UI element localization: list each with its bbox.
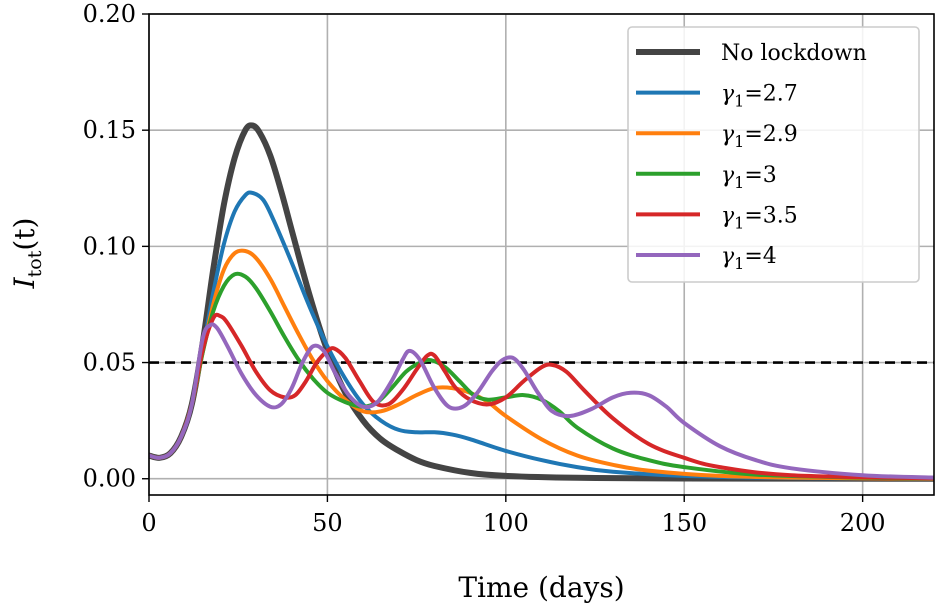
y-axis-title-sub: tot: [24, 250, 46, 277]
y-tick-label: 0.15: [83, 116, 136, 144]
series-line-gamma-3: [149, 271, 934, 481]
legend-label: γ1=3.5: [721, 203, 798, 232]
legend-label: γ1=2.9: [721, 122, 798, 151]
y-tick-label: 0.10: [83, 232, 136, 260]
y-axis-title-arg: (t): [8, 218, 41, 251]
axis-ticks: 0 50 100 150 200 0.00 0.05 0.10 0.15 0.20: [83, 0, 886, 537]
legend-label: γ1=4: [721, 244, 777, 273]
plot-frame: [148, 13, 935, 496]
legend-box: [627, 26, 920, 283]
svg-text:Itot(t): Itot(t): [8, 218, 46, 290]
legend-label: γ1=2.7: [721, 82, 798, 111]
y-tick-label: 0.00: [83, 465, 136, 493]
x-tick-label: 100: [483, 509, 529, 537]
legend: No lockdown γ1=2.7 γ1=2.9 γ1=3 γ1=3.5 γ1=4: [627, 26, 920, 283]
y-axis-title: Itot(t): [8, 218, 46, 290]
x-tick-label: 50: [312, 509, 343, 537]
legend-label: No lockdown: [721, 41, 867, 66]
y-tick-label: 0.05: [83, 349, 136, 377]
x-axis-title: Time (days): [458, 571, 624, 604]
series-line-gamma-5: [149, 322, 934, 480]
series-lines: [149, 122, 934, 482]
y-tick-label: 0.20: [83, 0, 136, 28]
x-tick-label: 150: [661, 509, 707, 537]
legend-label: γ1=3: [721, 163, 777, 192]
x-tick-label: 0: [141, 509, 156, 537]
y-axis-title-main: I: [8, 276, 41, 289]
x-tick-label: 200: [840, 509, 886, 537]
series-line-gamma-4: [149, 312, 934, 481]
